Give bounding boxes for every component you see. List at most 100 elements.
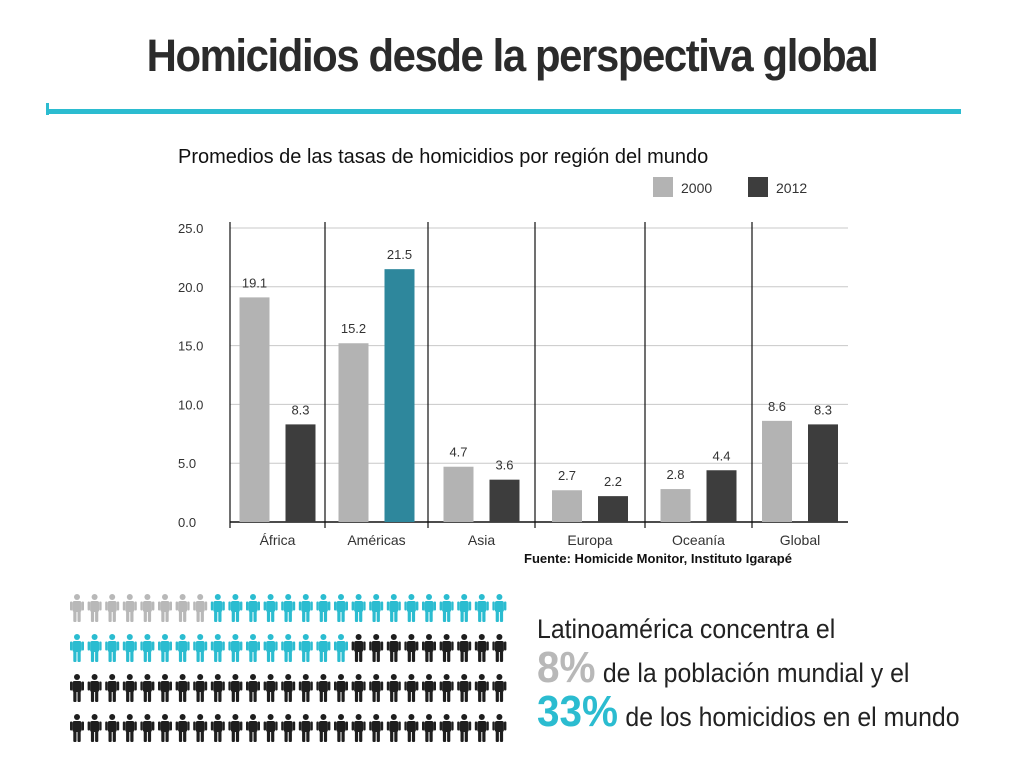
x-tick-label: Asia: [468, 532, 495, 548]
x-tick-label: Europa: [567, 532, 612, 548]
person-icon: [175, 594, 190, 622]
percent-homicides: 33%: [537, 687, 619, 736]
person-icon: [474, 674, 489, 702]
y-tick-label: 10.0: [178, 397, 203, 412]
data-label: 4.4: [712, 448, 730, 463]
person-icon: [316, 674, 331, 702]
data-label: 15.2: [341, 321, 366, 336]
person-icon: [334, 674, 348, 702]
bar: [660, 489, 691, 522]
person-icon: [263, 594, 278, 622]
person-icon: [210, 674, 225, 702]
person-icon: [87, 674, 102, 702]
data-label: 8.3: [291, 402, 309, 417]
person-icon: [386, 634, 401, 662]
data-label: 4.7: [449, 445, 467, 460]
data-label: 2.8: [666, 467, 684, 482]
caption: Latinoamérica concentra el 8% de la pobl…: [537, 612, 960, 734]
x-tick-label: África: [260, 532, 296, 548]
bar: [384, 269, 415, 522]
person-icon: [210, 594, 225, 622]
data-label: 3.6: [495, 458, 513, 473]
bar: [285, 424, 316, 522]
person-icon: [87, 714, 102, 742]
person-icon: [87, 594, 102, 622]
person-icon: [228, 594, 243, 622]
bar: [489, 479, 520, 522]
bar: [552, 490, 582, 522]
person-icon: [175, 674, 190, 702]
title-underline: [46, 103, 961, 115]
x-tick-label: Américas: [347, 532, 405, 548]
data-label: 2.2: [604, 474, 622, 489]
legend-label: 2000: [681, 180, 712, 196]
person-icon: [298, 594, 313, 622]
person-icon: [193, 634, 208, 662]
person-icon: [70, 634, 84, 662]
person-icon: [422, 594, 436, 622]
person-icon: [281, 634, 296, 662]
person-icon: [351, 634, 366, 662]
person-icon: [281, 594, 296, 622]
data-label: 2.7: [558, 468, 576, 483]
person-icon: [439, 634, 454, 662]
person-icon: [70, 594, 84, 622]
person-icon: [316, 634, 331, 662]
legend-swatch: [653, 177, 673, 197]
person-icon: [210, 634, 225, 662]
caption-row-homicides: 33% de los homicidios en el mundo: [537, 690, 960, 734]
slide-title: Homicidios desde la perspectiva global: [146, 30, 879, 81]
person-icon: [158, 594, 172, 622]
person-icon: [193, 714, 208, 742]
person-icon: [474, 594, 489, 622]
person-icon: [439, 674, 454, 702]
person-icon: [457, 714, 472, 742]
person-icon: [369, 674, 384, 702]
person-icon: [298, 714, 313, 742]
person-icon: [70, 674, 84, 702]
legend-swatch: [748, 177, 768, 197]
person-icon: [316, 594, 331, 622]
person-icon: [386, 674, 401, 702]
caption-row-population: 8% de la población mundial y el: [537, 646, 960, 690]
person-icon: [140, 634, 155, 662]
person-icon: [246, 714, 260, 742]
bar: [239, 297, 270, 522]
person-icon: [334, 634, 348, 662]
person-icon: [140, 674, 155, 702]
y-tick-label: 25.0: [178, 221, 203, 236]
chart-source: Fuente: Homicide Monitor, Instituto Igar…: [524, 551, 792, 566]
person-icon: [263, 674, 278, 702]
person-icon: [351, 594, 366, 622]
person-icon: [193, 674, 208, 702]
person-icon: [422, 674, 436, 702]
person-icon: [422, 714, 436, 742]
person-icon: [105, 594, 120, 622]
y-tick-label: 20.0: [178, 280, 203, 295]
person-icon: [492, 594, 507, 622]
x-tick-label: Oceanía: [672, 532, 725, 548]
person-icon: [369, 634, 384, 662]
person-icon: [439, 714, 454, 742]
person-icon: [492, 634, 507, 662]
person-icon: [369, 714, 384, 742]
person-icon: [298, 674, 313, 702]
person-icon: [246, 634, 260, 662]
person-icon: [457, 674, 472, 702]
person-icon: [492, 674, 507, 702]
bar: [598, 496, 628, 522]
person-icon: [158, 714, 172, 742]
caption-homicides-text: de los homicidios en el mundo: [625, 702, 960, 732]
person-icon: [281, 674, 296, 702]
person-icon: [140, 594, 155, 622]
caption-line-1: Latinoamérica concentra el: [537, 614, 836, 644]
person-icon: [70, 714, 84, 742]
person-icon: [422, 634, 436, 662]
person-icon: [263, 634, 278, 662]
person-icon: [457, 594, 472, 622]
person-icon: [369, 594, 384, 622]
person-icon: [246, 594, 260, 622]
person-icon: [122, 634, 137, 662]
person-icon: [404, 634, 419, 662]
data-label: 19.1: [242, 275, 267, 290]
